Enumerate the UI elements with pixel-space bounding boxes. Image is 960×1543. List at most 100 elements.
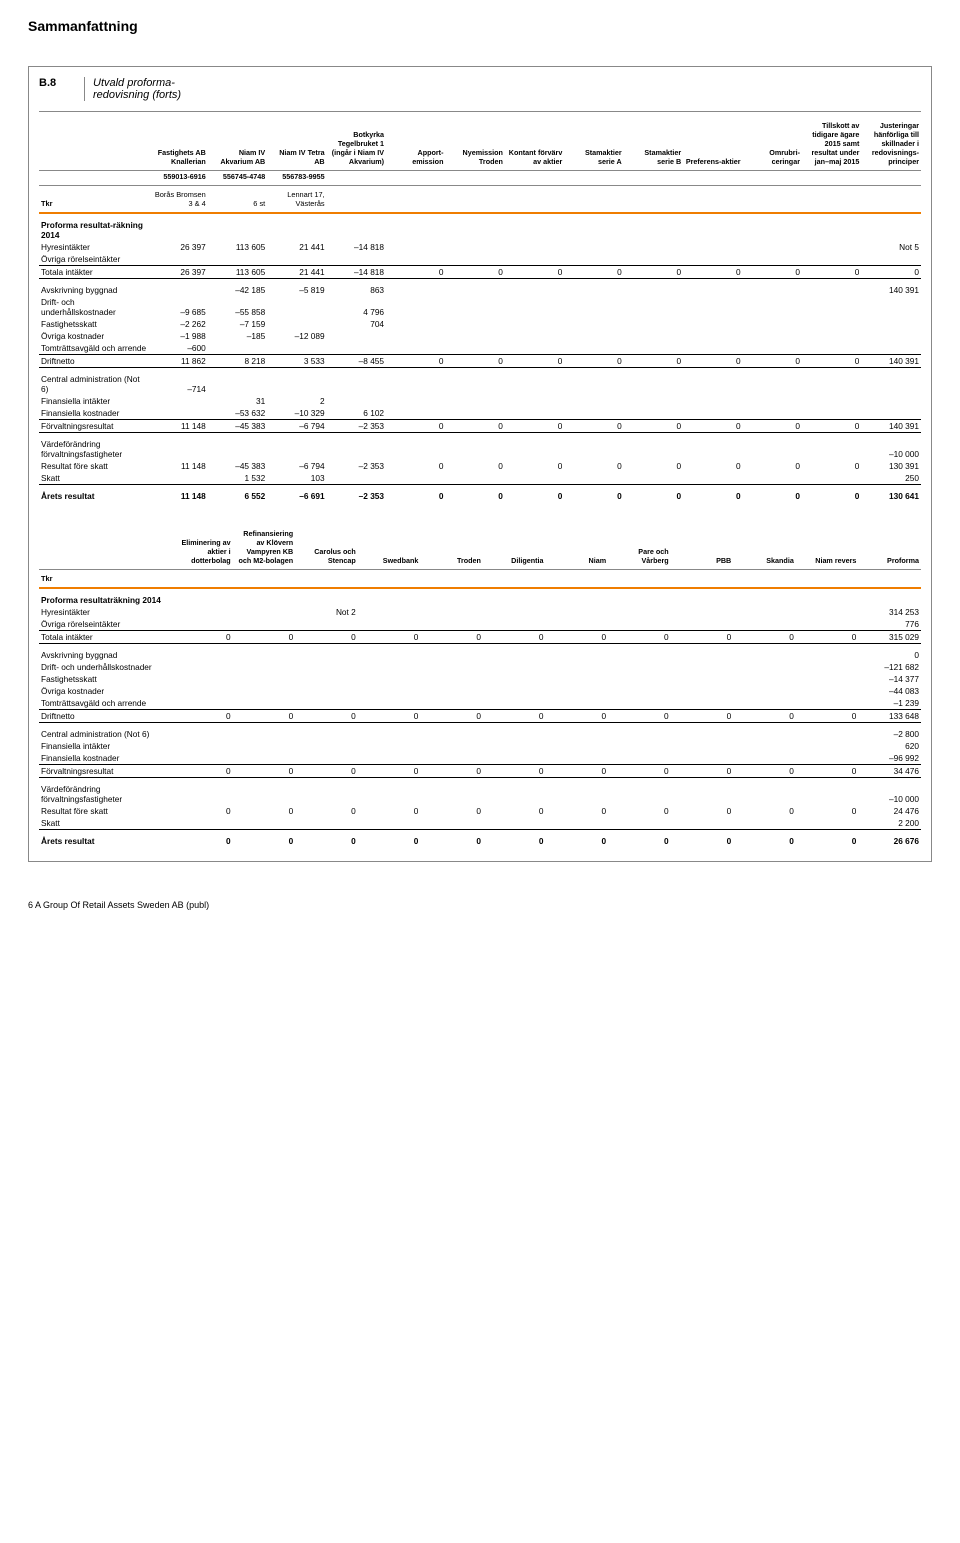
col-header: [327, 171, 386, 186]
cell: [564, 296, 623, 318]
cell: 776: [858, 618, 921, 631]
cell: 0: [233, 830, 296, 848]
cell: 0: [796, 631, 859, 644]
cell: 0: [802, 355, 861, 368]
row-label: Övriga rörelseintäkter: [39, 253, 148, 266]
col-header: [624, 171, 683, 186]
cell: [445, 241, 504, 253]
cell: [802, 368, 861, 396]
cell: [386, 472, 445, 485]
cell: [386, 407, 445, 420]
cell: [358, 740, 421, 752]
cell: 0: [743, 485, 802, 503]
page-footer: 6 A Group Of Retail Assets Sweden AB (pu…: [28, 900, 932, 910]
cell: [861, 330, 921, 342]
cell: [743, 296, 802, 318]
cell: [483, 606, 546, 618]
cell: 0: [505, 355, 564, 368]
cell: [624, 330, 683, 342]
cell: 0: [358, 631, 421, 644]
cell: 0: [386, 266, 445, 279]
cell: [170, 752, 233, 765]
cell: [505, 296, 564, 318]
cell: 3 533: [267, 355, 326, 368]
cell: [671, 570, 734, 589]
cell: 140 391: [861, 355, 921, 368]
cell: 24 476: [858, 805, 921, 817]
cell: 21 441: [267, 266, 326, 279]
col-header: Nyemission Troden: [445, 120, 504, 171]
proforma-table-2: Eliminering av aktier i dotterbolagRefin…: [39, 528, 921, 847]
row-label: Årets resultat: [39, 485, 148, 503]
cell: [295, 685, 358, 697]
cell: [802, 433, 861, 461]
cell: [796, 752, 859, 765]
cell: [445, 433, 504, 461]
cell: –45 383: [208, 460, 267, 472]
cell: [208, 433, 267, 461]
cell: [624, 279, 683, 297]
cell: 0: [671, 631, 734, 644]
cell: [295, 644, 358, 662]
cell: [267, 296, 326, 318]
cell: [743, 395, 802, 407]
cell: 0: [624, 420, 683, 433]
cell: [445, 472, 504, 485]
col-header: Swedbank: [358, 528, 421, 570]
cell: [624, 472, 683, 485]
cell: [546, 618, 609, 631]
cell: 26 397: [148, 241, 207, 253]
cell: [683, 296, 742, 318]
row-label: Hyresintäkter: [39, 606, 170, 618]
cell: 133 648: [858, 710, 921, 723]
cell: –44 083: [858, 685, 921, 697]
cell: –1 988: [148, 330, 207, 342]
cell: [671, 752, 734, 765]
cell: [233, 723, 296, 741]
cell: [148, 279, 207, 297]
cell: 0: [564, 355, 623, 368]
cell: [671, 618, 734, 631]
cell: [505, 330, 564, 342]
cell: [295, 618, 358, 631]
cell: [683, 472, 742, 485]
cell: 103: [267, 472, 326, 485]
cell: 113 605: [208, 241, 267, 253]
cell: [683, 241, 742, 253]
cell: 11 148: [148, 485, 207, 503]
cell: [505, 279, 564, 297]
cell: [608, 685, 671, 697]
cell: 0: [386, 485, 445, 503]
cell: [483, 644, 546, 662]
cell: 0: [505, 420, 564, 433]
cell: [671, 723, 734, 741]
cell: [483, 570, 546, 589]
col-header: [564, 171, 623, 186]
cell: 250: [861, 472, 921, 485]
cell: 0: [358, 830, 421, 848]
col-header: 556783-9955: [267, 171, 326, 186]
cell: [505, 318, 564, 330]
cell: 0: [743, 420, 802, 433]
row-label: Övriga kostnader: [39, 330, 148, 342]
cell: 26 397: [148, 266, 207, 279]
col-header: Stamaktier serie A: [564, 120, 623, 171]
cell: 0: [295, 805, 358, 817]
cell: [546, 673, 609, 685]
col-header: [564, 186, 623, 214]
cell: [295, 817, 358, 830]
cell: –2 353: [327, 420, 386, 433]
cell: [796, 723, 859, 741]
cell: 0: [733, 830, 796, 848]
cell: 315 029: [858, 631, 921, 644]
cell: [546, 570, 609, 589]
cell: [743, 407, 802, 420]
cell: [743, 318, 802, 330]
cell: [683, 368, 742, 396]
cell: [505, 472, 564, 485]
cell: [564, 395, 623, 407]
cell: –121 682: [858, 661, 921, 673]
col-header: Troden: [420, 528, 483, 570]
cell: 0: [624, 266, 683, 279]
col-header: Niam IV Akvarium AB: [208, 120, 267, 171]
